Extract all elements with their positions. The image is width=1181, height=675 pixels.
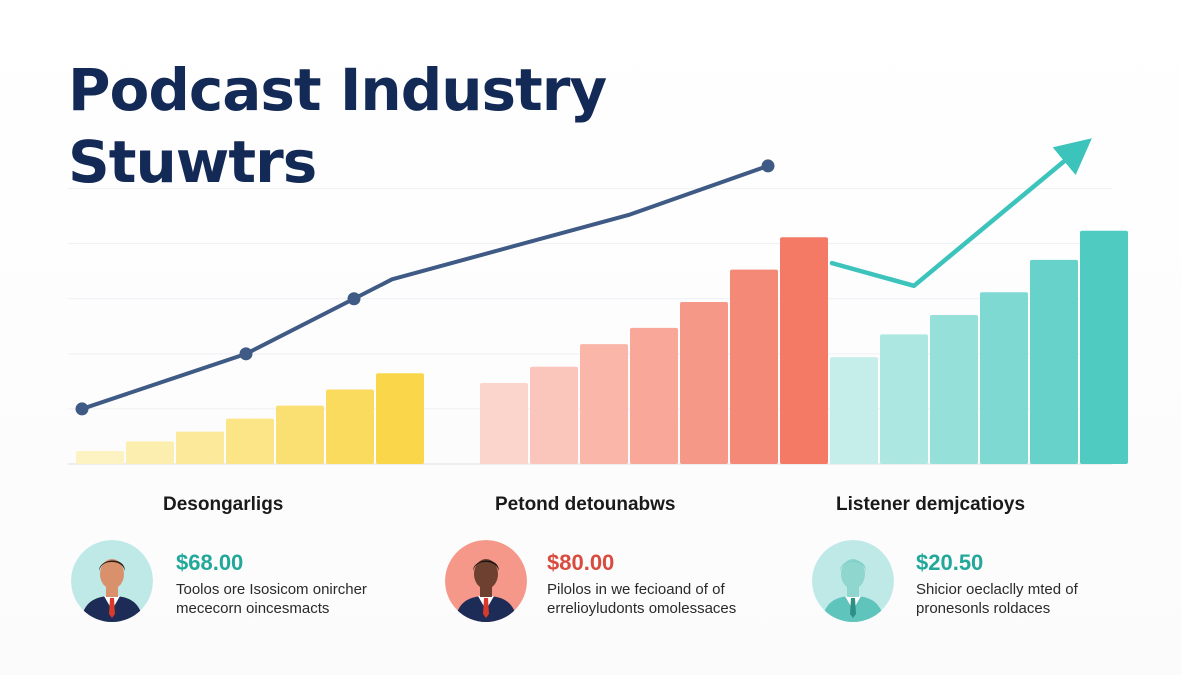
trend-arrow [829,138,1092,289]
panel-1-value: $68.00 [176,550,244,575]
panel-3-avatar [812,540,894,622]
bar-1-6 [326,389,374,464]
panel-1-description: Toolos ore Isosicom onircher mececorn oi… [176,580,367,618]
panel-1-description-line-2: mececorn oincesmacts [176,600,330,617]
panel-3-description: Shicior oeclaclly mted of pronesonls rol… [916,580,1078,618]
bar-1-5 [276,405,324,464]
bar-2-6 [730,269,778,464]
panel-1-avatar [71,540,153,622]
trend-lines [75,138,1092,416]
panel-3-description-line-2: pronesonls roldaces [916,600,1051,617]
trend-line [80,163,770,411]
bar-2-7 [780,237,828,464]
bar-3-2 [880,334,928,464]
series-group-3 [830,230,1128,464]
bar-3-6 [1080,230,1128,464]
title-line-1: Podcast Industry [68,56,607,124]
panel-2-description-line-2: errelioyludonts omolessaces [547,600,737,617]
panel-2-caption: Petond detounabws [495,494,676,515]
panel-1-description-line-1: Toolos ore Isosicom onircher [176,581,367,598]
page-title: Podcast Industry Stuwtrs [68,54,607,198]
panel-3-caption: Listener demjcatioys [836,494,1026,515]
panel-2-value: $80.00 [547,550,615,575]
panel-2-avatar [445,540,527,622]
bar-3-4 [980,292,1028,464]
panel-3-description-line-1: Shicior oeclaclly mted of [916,581,1078,598]
bar-1-2 [126,441,174,464]
bar-1-1 [76,451,124,464]
trend-point-1 [75,402,89,416]
trend-point-3 [347,292,361,306]
person-icon [71,540,153,622]
bar-2-3 [580,344,628,464]
bar-2-1 [480,383,528,464]
bar-series-group [76,230,1128,464]
bar-2-4 [630,327,678,464]
person-icon [445,540,527,622]
panel-2-description: Pilolos in we fecioand of of errelioylud… [547,580,736,618]
person-icon [812,540,894,622]
series-group-2 [480,237,828,464]
bar-3-3 [930,314,978,464]
trend-point-6 [761,159,775,173]
bar-1-3 [176,431,224,464]
panel-2-description-line-1: Pilolos in we fecioand of of [547,581,725,598]
bar-3-1 [830,357,878,464]
title-line-2: Stuwtrs [68,128,317,196]
series-group-1 [76,373,424,464]
bar-2-5 [680,302,728,464]
panel-1-caption: Desongarligs [163,494,284,515]
bar-1-4 [226,418,274,464]
panel-3-value: $20.50 [916,550,984,575]
trend-point-2 [239,347,253,361]
bar-3-5 [1030,259,1078,464]
bar-1-7 [376,373,424,464]
bar-2-2 [530,366,578,464]
